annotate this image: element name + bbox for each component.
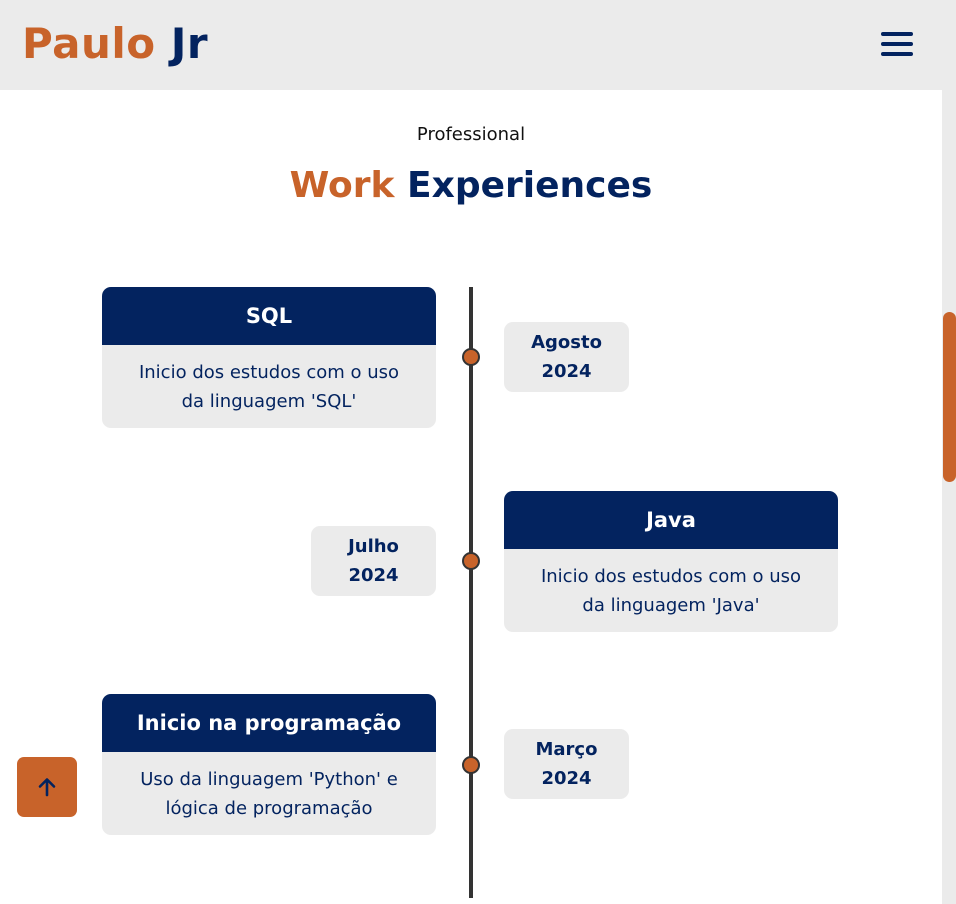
date-month: Julho xyxy=(348,536,399,557)
date-month: Março xyxy=(535,739,598,760)
logo-first-name: Paulo xyxy=(22,19,156,68)
timeline-date: Março 2024 xyxy=(504,729,629,799)
logo-last-name: Jr xyxy=(170,19,209,68)
timeline-card-programming: Inicio na programação Uso da linguagem '… xyxy=(102,694,436,835)
timeline-dot xyxy=(462,552,480,570)
card-title: SQL xyxy=(102,287,436,345)
date-year: 2024 xyxy=(541,768,592,789)
hamburger-menu-icon[interactable] xyxy=(878,28,916,60)
timeline-dot xyxy=(462,756,480,774)
section-title-accent: Work xyxy=(289,165,395,206)
date-year: 2024 xyxy=(541,361,592,382)
arrow-up-icon xyxy=(38,778,56,797)
card-description: Inicio dos estudos com o uso da linguage… xyxy=(138,362,400,412)
card-description: Inicio dos estudos com o uso da linguage… xyxy=(540,566,802,616)
timeline-dot xyxy=(462,348,480,366)
scrollbar-thumb[interactable] xyxy=(943,312,956,482)
section-title: Work Experiences xyxy=(0,161,942,211)
menu-bar xyxy=(881,32,913,36)
timeline-card-sql: SQL Inicio dos estudos com o uso da ling… xyxy=(102,287,436,428)
timeline-card-java: Java Inicio dos estudos com o uso da lin… xyxy=(504,491,838,632)
card-description: Uso da linguagem 'Python' e lógica de pr… xyxy=(140,769,398,819)
scroll-top-button[interactable] xyxy=(17,757,77,817)
scrollbar-track[interactable] xyxy=(942,90,956,904)
date-year: 2024 xyxy=(348,565,399,586)
timeline-date: Julho 2024 xyxy=(311,526,436,596)
section-title-main: Experiences xyxy=(407,165,653,206)
site-header: Paulo Jr xyxy=(0,0,956,90)
card-title: Java xyxy=(504,491,838,549)
date-month: Agosto xyxy=(531,332,602,353)
site-logo[interactable]: Paulo Jr xyxy=(22,18,208,70)
section-subtitle: Professional xyxy=(416,124,526,145)
timeline-date: Agosto 2024 xyxy=(504,322,629,392)
timeline-line xyxy=(469,287,473,898)
card-title: Inicio na programação xyxy=(102,694,436,752)
menu-bar xyxy=(881,42,913,46)
menu-bar xyxy=(881,52,913,56)
